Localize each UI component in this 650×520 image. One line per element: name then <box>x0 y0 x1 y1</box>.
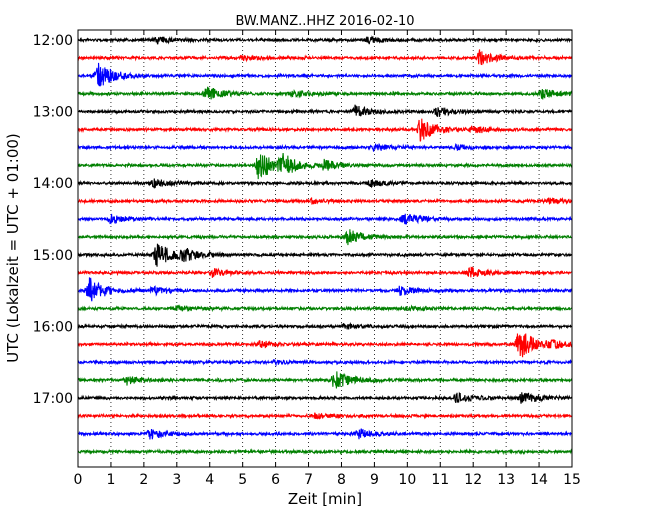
trace-1430 <box>77 213 573 225</box>
x-tick-label: 2 <box>139 472 148 488</box>
trace-1230 <box>77 62 573 87</box>
trace-1515 <box>77 266 572 278</box>
axis-ticks: 0 1 2 3 4 5 6 7 8 9 10 11 12 13 14 1512:0013:0014:0015:… <box>33 30 581 488</box>
trace-1330 <box>77 142 573 152</box>
x-tick-label: 10 <box>398 472 416 488</box>
trace-1545 <box>77 304 572 313</box>
trace-1700 <box>77 391 573 404</box>
y-tick-label: 14:00 <box>33 176 73 192</box>
trace-1730 <box>77 428 573 440</box>
x-tick-label: 4 <box>205 472 214 488</box>
trace-1630 <box>77 358 572 367</box>
trace-1500 <box>77 243 573 267</box>
trace-1300 <box>77 104 572 117</box>
x-tick-label: 9 <box>370 472 379 488</box>
x-tick-label: 14 <box>530 472 548 488</box>
trace-group <box>77 35 573 456</box>
trace-1645 <box>77 371 573 389</box>
x-tick-label: 8 <box>337 472 346 488</box>
trace-1400 <box>77 178 572 190</box>
y-tick-label: 16:00 <box>33 319 73 335</box>
trace-1215 <box>77 49 573 66</box>
trace-1315 <box>77 118 573 142</box>
x-tick-label: 5 <box>238 472 247 488</box>
trace-1615 <box>77 333 573 358</box>
plot-frame <box>77 29 573 468</box>
trace-1745 <box>77 448 573 456</box>
y-tick-label: 12:00 <box>33 33 73 49</box>
grid-lines <box>110 30 540 467</box>
trace-1415 <box>77 197 573 206</box>
trace-1245 <box>77 86 573 100</box>
x-tick-label: 3 <box>172 472 181 488</box>
x-tick-label: 1 <box>106 472 115 488</box>
trace-1345 <box>77 153 573 180</box>
x-tick-label: 11 <box>431 472 449 488</box>
x-tick-label: 0 <box>74 472 83 488</box>
trace-1600 <box>77 321 572 330</box>
chart-title: BW.MANZ..HHZ 2016-02-10 <box>235 14 414 29</box>
trace-1200 <box>77 35 573 45</box>
x-tick-label: 13 <box>497 472 515 488</box>
x-tick-label: 6 <box>271 472 280 488</box>
trace-1445 <box>77 229 572 246</box>
y-axis-label: UTC (Lokalzeit = UTC + 01:00) <box>4 133 22 363</box>
x-tick-label: 15 <box>563 472 581 488</box>
x-tick-label: 7 <box>304 472 313 488</box>
x-tick-label: 12 <box>464 472 482 488</box>
y-tick-label: 13:00 <box>33 105 73 121</box>
y-tick-label: 15:00 <box>33 248 73 264</box>
trace-1715 <box>77 412 573 420</box>
x-axis-label: Zeit [min] <box>288 490 362 508</box>
trace-1530 <box>77 277 573 302</box>
y-tick-label: 17:00 <box>33 391 73 407</box>
